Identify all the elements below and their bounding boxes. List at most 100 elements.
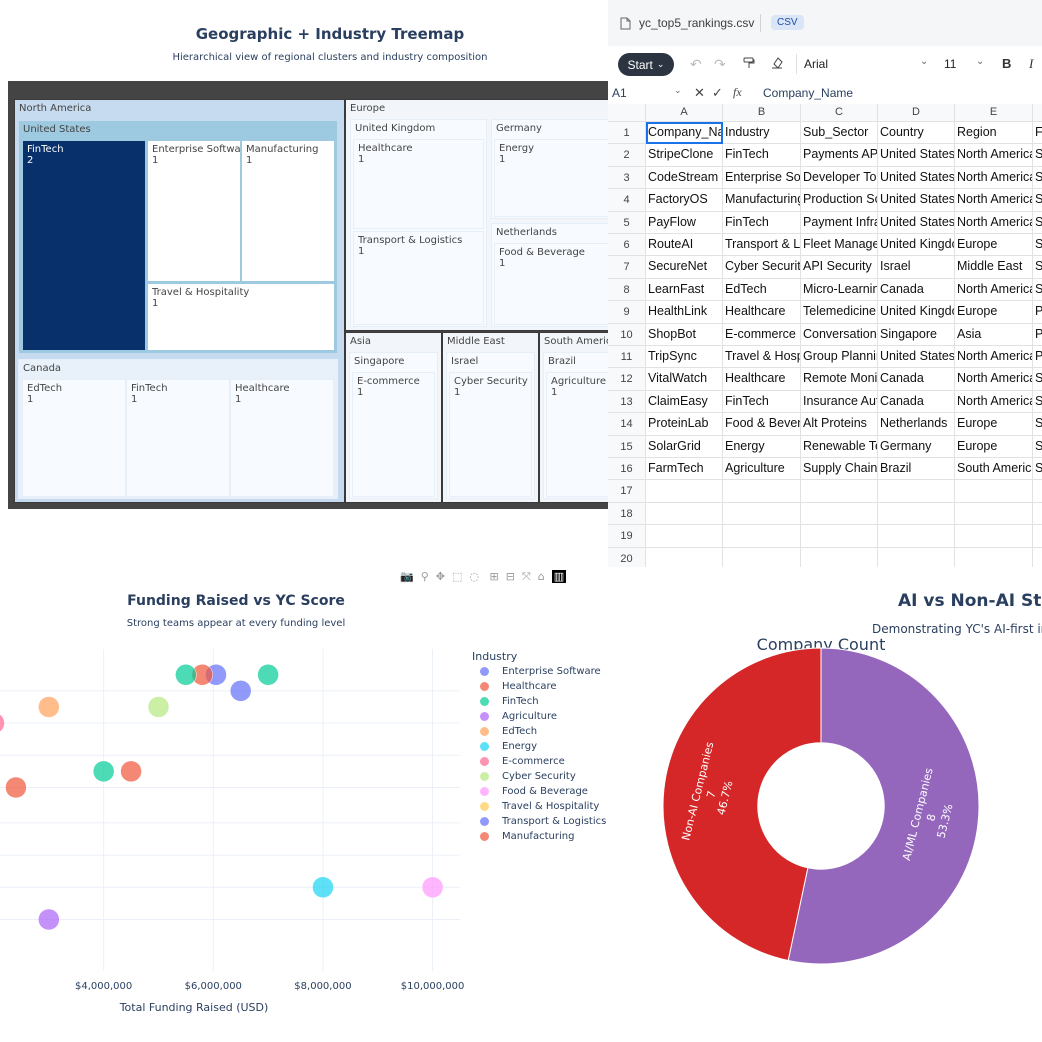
grid-cell[interactable]: Agriculture xyxy=(723,458,801,481)
grid-cell[interactable]: FinTech xyxy=(723,211,801,234)
grid-cell[interactable]: LearnFast xyxy=(646,278,723,302)
grid-cell[interactable]: S xyxy=(1033,144,1042,167)
legend-item[interactable]: Enterprise Software xyxy=(480,666,601,677)
legend-item[interactable]: Manufacturing xyxy=(480,831,574,842)
grid-cell[interactable]: P xyxy=(1033,324,1042,346)
treemap-us-fintech[interactable]: FinTech 2 xyxy=(22,140,146,351)
grid-cell[interactable]: Fu xyxy=(1033,122,1042,145)
grid-cell[interactable]: North America xyxy=(955,368,1033,391)
grid-cell[interactable]: S xyxy=(1033,212,1042,234)
grid-cell[interactable]: P xyxy=(1033,301,1042,324)
grid-cell[interactable]: Alt Proteins xyxy=(801,413,878,436)
grid-cell[interactable] xyxy=(723,525,801,548)
grid-cell[interactable]: Industry xyxy=(723,122,801,145)
grid-cell[interactable]: Manufacturing xyxy=(723,189,801,212)
grid-cell[interactable]: North America xyxy=(955,189,1033,212)
grid-cell[interactable]: Payments AP xyxy=(801,144,878,167)
grid-cell[interactable]: Canada xyxy=(878,278,955,302)
grid-cell[interactable] xyxy=(878,502,955,526)
row-header[interactable]: 8 xyxy=(608,278,646,302)
grid-cell[interactable] xyxy=(1033,548,1042,567)
grid-cell[interactable]: Netherlands xyxy=(878,413,955,436)
grid-cell[interactable]: Production Sc xyxy=(801,189,878,212)
row-header[interactable]: 18 xyxy=(608,502,646,526)
grid-cell[interactable]: South America xyxy=(955,458,1033,481)
treemap-ca-edtech[interactable]: EdTech 1 xyxy=(22,379,126,497)
grid-cell[interactable]: S xyxy=(1033,391,1042,414)
grid-cell[interactable]: Energy xyxy=(723,435,801,458)
treemap-us-enterprise-software[interactable]: Enterprise Software 1 xyxy=(147,140,241,282)
treemap-us-manufacturing[interactable]: Manufacturing 1 xyxy=(241,140,335,282)
grid-cell[interactable]: Healthcare xyxy=(723,368,801,391)
legend-item[interactable]: Transport & Logistics xyxy=(480,816,606,827)
donut-slice[interactable] xyxy=(787,647,980,965)
grid-cell[interactable]: Sub_Sector xyxy=(801,122,878,145)
treemap-us-travel[interactable]: Travel & Hospitality 1 xyxy=(147,283,335,351)
grid-cell[interactable]: Europe xyxy=(955,301,1033,324)
cancel-icon[interactable]: ✕ xyxy=(694,85,705,100)
grid-cell[interactable]: United States xyxy=(878,144,955,167)
grid-cell[interactable]: United States xyxy=(878,346,955,369)
grid-cell[interactable] xyxy=(801,480,878,503)
grid-cell[interactable]: Healthcare xyxy=(723,301,801,324)
grid-cell[interactable] xyxy=(646,480,723,503)
treemap-uk-healthcare[interactable]: Healthcare 1 xyxy=(353,139,484,229)
grid-cell[interactable]: United Kingdo xyxy=(878,301,955,324)
treemap-ca-healthcare[interactable]: Healthcare 1 xyxy=(230,379,334,497)
legend-item[interactable]: Agriculture xyxy=(480,711,557,722)
grid-cell[interactable]: S xyxy=(1033,458,1042,481)
grid-cell[interactable]: FactoryOS xyxy=(646,189,723,212)
grid-cell[interactable]: Asia xyxy=(955,323,1033,346)
grid-cell[interactable]: S xyxy=(1033,413,1042,436)
row-header[interactable]: 2 xyxy=(608,144,646,167)
grid-cell[interactable]: Developer To xyxy=(801,166,878,190)
grid-cell[interactable]: North America xyxy=(955,144,1033,167)
grid-cell[interactable]: Singapore xyxy=(878,323,955,346)
grid-cell[interactable]: Europe xyxy=(955,234,1033,257)
grid-cell[interactable]: Enterprise So xyxy=(723,166,801,190)
grid-cell[interactable]: Micro-Learnin xyxy=(801,278,878,302)
confirm-icon[interactable]: ✓ xyxy=(712,85,723,100)
row-header[interactable]: 6 xyxy=(608,234,646,257)
lasso-icon[interactable]: ◌ xyxy=(469,570,479,583)
grid-cell[interactable] xyxy=(801,525,878,548)
grid-cell[interactable]: CodeStream xyxy=(646,166,723,190)
grid-cell[interactable] xyxy=(801,502,878,526)
row-header[interactable]: 10 xyxy=(608,323,646,346)
column-header[interactable]: E xyxy=(955,104,1033,122)
treemap-de-energy[interactable]: Energy 1 xyxy=(494,139,608,217)
grid-cell[interactable]: United States xyxy=(878,166,955,190)
grid-cell[interactable] xyxy=(646,525,723,548)
column-header[interactable]: B xyxy=(723,104,801,122)
grid-cell[interactable]: S xyxy=(1033,167,1042,190)
bold-icon[interactable]: B xyxy=(1002,56,1012,71)
data-point[interactable] xyxy=(421,876,444,899)
grid-cell[interactable] xyxy=(723,480,801,503)
undo-icon[interactable]: ↶ xyxy=(690,56,702,72)
treemap-ca-fintech[interactable]: FinTech 1 xyxy=(126,379,230,497)
grid-cell[interactable]: Company_Na xyxy=(646,122,723,145)
plotly-logo-icon[interactable]: ▥ xyxy=(551,570,567,583)
grid-cell[interactable]: Country xyxy=(878,122,955,145)
grid-cell[interactable] xyxy=(878,525,955,548)
grid-cell[interactable]: SolarGrid xyxy=(646,435,723,458)
zoom-out-icon[interactable]: ⊟ xyxy=(505,570,515,583)
data-point[interactable] xyxy=(92,760,115,783)
legend-item[interactable]: Travel & Hospitality xyxy=(480,801,599,812)
grid-cell[interactable]: ClaimEasy xyxy=(646,390,723,414)
start-button[interactable]: Start ⌄ xyxy=(618,53,674,76)
grid-cell[interactable]: S xyxy=(1033,279,1042,302)
grid-cell[interactable] xyxy=(955,547,1033,567)
grid-cell[interactable]: Payment Infra xyxy=(801,211,878,234)
grid-cell[interactable]: FinTech xyxy=(723,144,801,167)
home-icon[interactable]: ⌂ xyxy=(537,570,545,583)
data-point[interactable] xyxy=(229,680,252,702)
grid-cell[interactable]: Region xyxy=(955,122,1033,145)
row-header[interactable]: 3 xyxy=(608,166,646,190)
grid-cell[interactable]: StripeClone xyxy=(646,144,723,167)
grid-cell[interactable]: Insurance Aut xyxy=(801,390,878,414)
data-point[interactable] xyxy=(147,696,170,718)
grid-cell[interactable]: Germany xyxy=(878,435,955,458)
grid-cell[interactable]: North America xyxy=(955,211,1033,234)
row-header[interactable]: 7 xyxy=(608,256,646,279)
